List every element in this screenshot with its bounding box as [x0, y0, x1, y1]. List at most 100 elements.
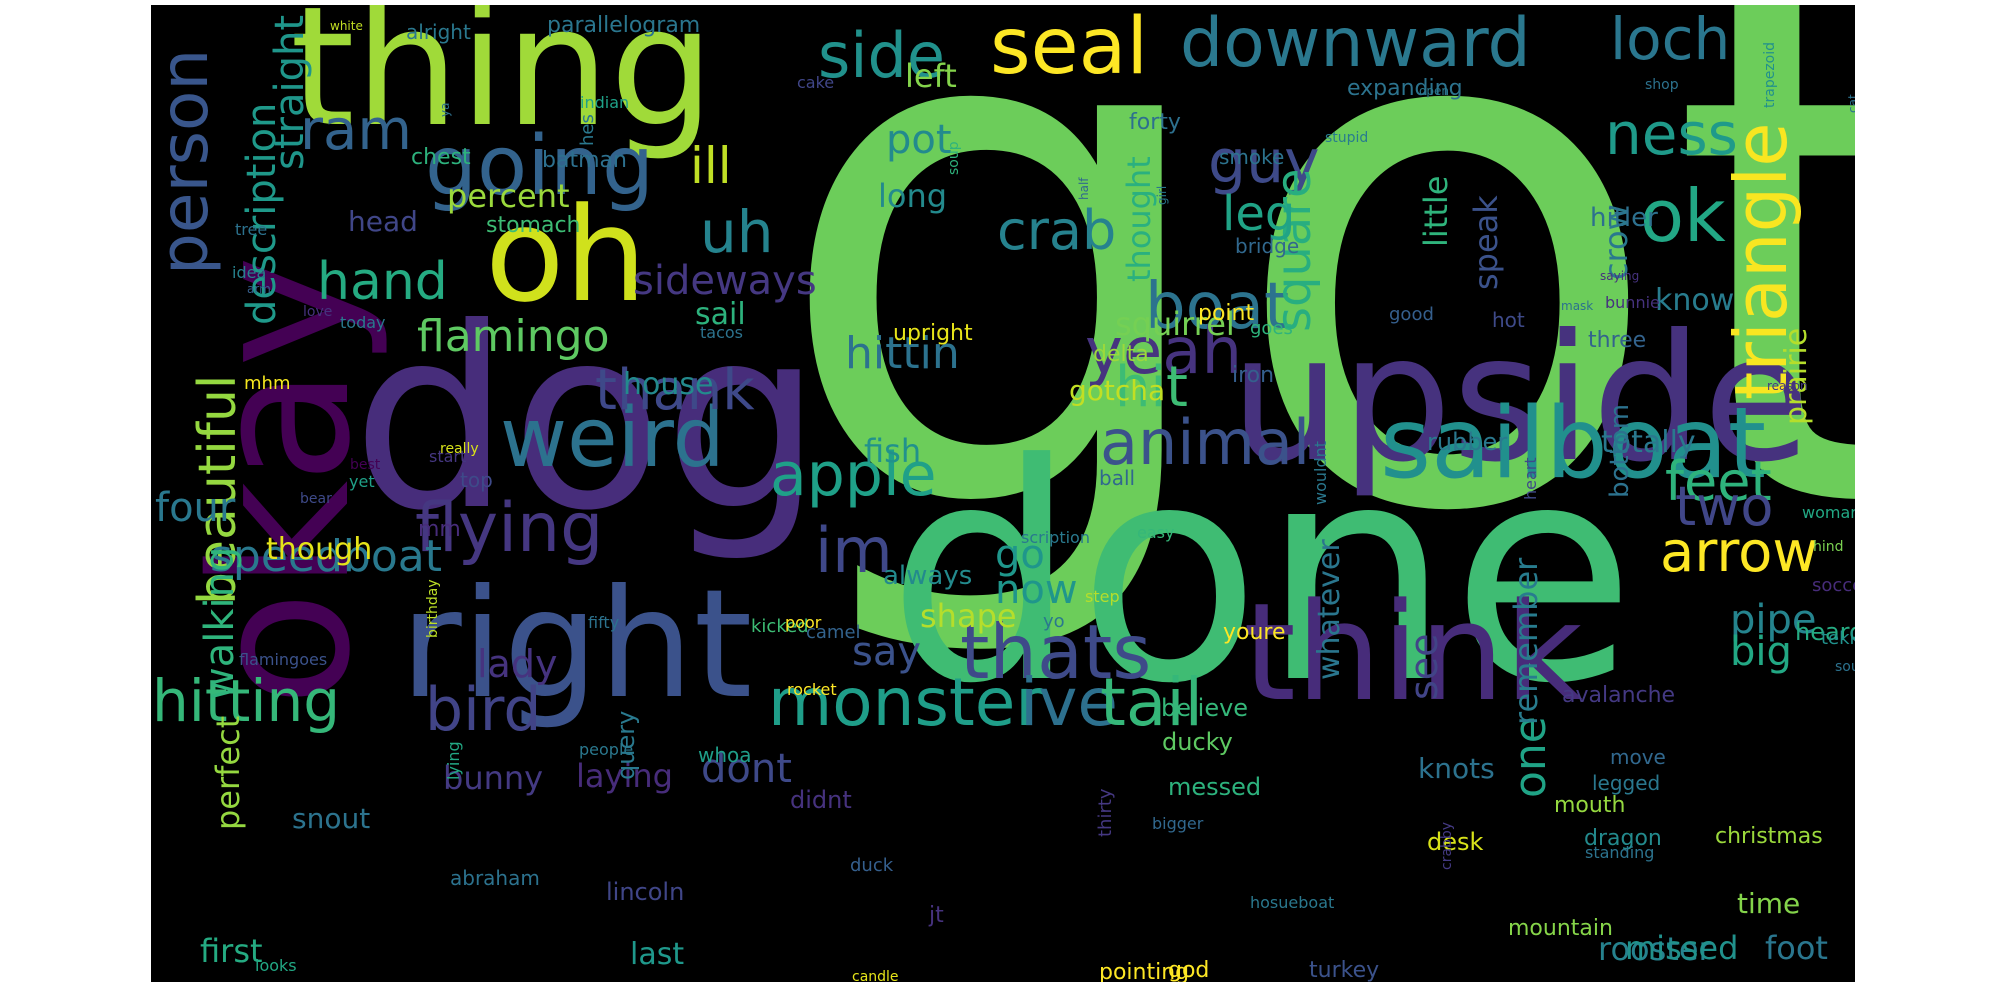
word-ball: ball	[1099, 466, 1136, 490]
word-indian: indian	[580, 93, 630, 112]
word-bird: bird	[425, 675, 542, 745]
word-move: move	[1610, 745, 1666, 769]
word-always: always	[883, 561, 973, 591]
word-missed: missed	[1625, 929, 1739, 967]
word-parallelogram: parallelogram	[547, 13, 701, 38]
word-see: see	[1402, 633, 1446, 700]
word-im: im	[815, 514, 893, 587]
word-two: two	[1675, 475, 1774, 538]
word-rubber: rubber	[1427, 428, 1508, 456]
word-flamingo: flamingo	[417, 311, 610, 362]
word-leg: leg	[1222, 186, 1296, 242]
word-scription: scription	[1021, 528, 1090, 547]
word-avalanche: avalanche	[1562, 683, 1676, 708]
word-legged: legged	[1592, 771, 1661, 795]
word-open: open	[1419, 84, 1449, 98]
word-arm: arm	[247, 282, 271, 296]
word-dragon: dragon	[1584, 826, 1662, 851]
word-time: time	[1737, 887, 1801, 920]
word-bear: bear	[300, 491, 332, 507]
word-pointing: pointing	[1099, 960, 1190, 983]
word-weird: weird	[500, 391, 725, 486]
word-abraham: abraham	[450, 866, 540, 890]
word-hot: hot	[1492, 308, 1525, 332]
word-four: four	[155, 485, 236, 531]
word-cake: cake	[797, 73, 835, 92]
word-hitting: hitting	[152, 667, 341, 735]
word-ya: ya	[438, 102, 452, 117]
word-going: going	[425, 119, 655, 214]
word-straight: straight	[267, 14, 313, 170]
word-hand: hand	[317, 252, 448, 312]
word-reason: reason	[1767, 379, 1808, 393]
word-got: got	[770, 5, 1855, 669]
word-uh: uh	[700, 198, 774, 266]
word-bridge: bridge	[1235, 234, 1300, 258]
word-monster: monster	[768, 664, 1043, 741]
word-animal: animal	[1100, 406, 1311, 479]
word-think: think	[1243, 574, 1583, 731]
word-upright: upright	[893, 321, 973, 346]
word-bigger: bigger	[1152, 814, 1204, 833]
word-standing: standing	[1585, 843, 1655, 862]
word-pipe: pipe	[1730, 597, 1817, 643]
word-cloud: got okay done dog thing upside think right oh sai…	[151, 5, 1855, 982]
word-now: now	[995, 567, 1078, 613]
word-step: step	[1085, 587, 1120, 606]
word-youre: youre	[1223, 620, 1286, 645]
word-dog: dog	[352, 274, 823, 565]
word-seal: seal	[990, 5, 1149, 92]
word-percent: percent	[447, 177, 570, 215]
word-know: know	[1655, 283, 1735, 318]
word-whatever: whatever	[1312, 539, 1347, 680]
word-trapezoid: trapezoid	[1762, 41, 1778, 108]
word-rooster: rooster	[1598, 930, 1712, 968]
word-sideways: sideways	[633, 258, 817, 304]
word-upside: upside	[1230, 298, 1811, 501]
word-big: big	[1730, 629, 1792, 675]
word-alright: alright	[406, 20, 471, 44]
word-love: love	[303, 304, 333, 320]
word-ness: ness	[1605, 100, 1738, 168]
word-hittin: hittin	[845, 328, 960, 379]
word-shop: shop	[1645, 77, 1679, 93]
word-tekken: tekken	[1821, 628, 1855, 649]
word-sailboat: sailboat	[1380, 387, 1767, 501]
word-believe: believe	[1161, 694, 1249, 722]
word-desk: desk	[1427, 828, 1484, 856]
word-today: today	[340, 313, 386, 332]
word-foot: foot	[1765, 929, 1828, 967]
word-long: long	[878, 177, 948, 215]
word-expanding: expanding	[1347, 76, 1463, 101]
word-hind: hind	[1813, 539, 1844, 555]
word-turkey: turkey	[1309, 958, 1380, 982]
word-camel: camel	[806, 622, 861, 643]
word-good: good	[1389, 304, 1434, 325]
word-mouth: mouth	[1554, 793, 1626, 818]
word-right: right	[400, 558, 753, 732]
word-ducky: ducky	[1162, 728, 1233, 756]
word-ram: ram	[300, 98, 412, 163]
word-lying: lying	[444, 741, 463, 780]
word-cat: cat	[1846, 94, 1855, 113]
word-tacos: tacos	[700, 323, 743, 342]
word-fish: fish	[864, 432, 922, 470]
word-woman: woman	[1802, 503, 1855, 522]
word-perfect: perfect	[209, 715, 247, 830]
word-squirrel: squirrel	[1115, 305, 1235, 343]
word-white: white	[330, 19, 363, 33]
word-easy: easy	[1137, 523, 1175, 542]
word-go: go	[995, 532, 1045, 578]
word-guy: guy	[1208, 127, 1320, 197]
word-thank: thank	[595, 358, 755, 423]
word-bottom: bottom	[1605, 403, 1635, 498]
word-people: people	[579, 740, 634, 759]
word-saying: saying	[1600, 269, 1640, 283]
word-hit: hit	[1115, 355, 1189, 420]
word-little: little	[1417, 175, 1455, 247]
word-christmas: christmas	[1715, 824, 1823, 849]
word-speedboat: speedboat	[210, 531, 442, 582]
word-batman: batman	[542, 148, 627, 173]
word-though: though	[266, 532, 373, 567]
word-soup: soup	[946, 141, 962, 175]
